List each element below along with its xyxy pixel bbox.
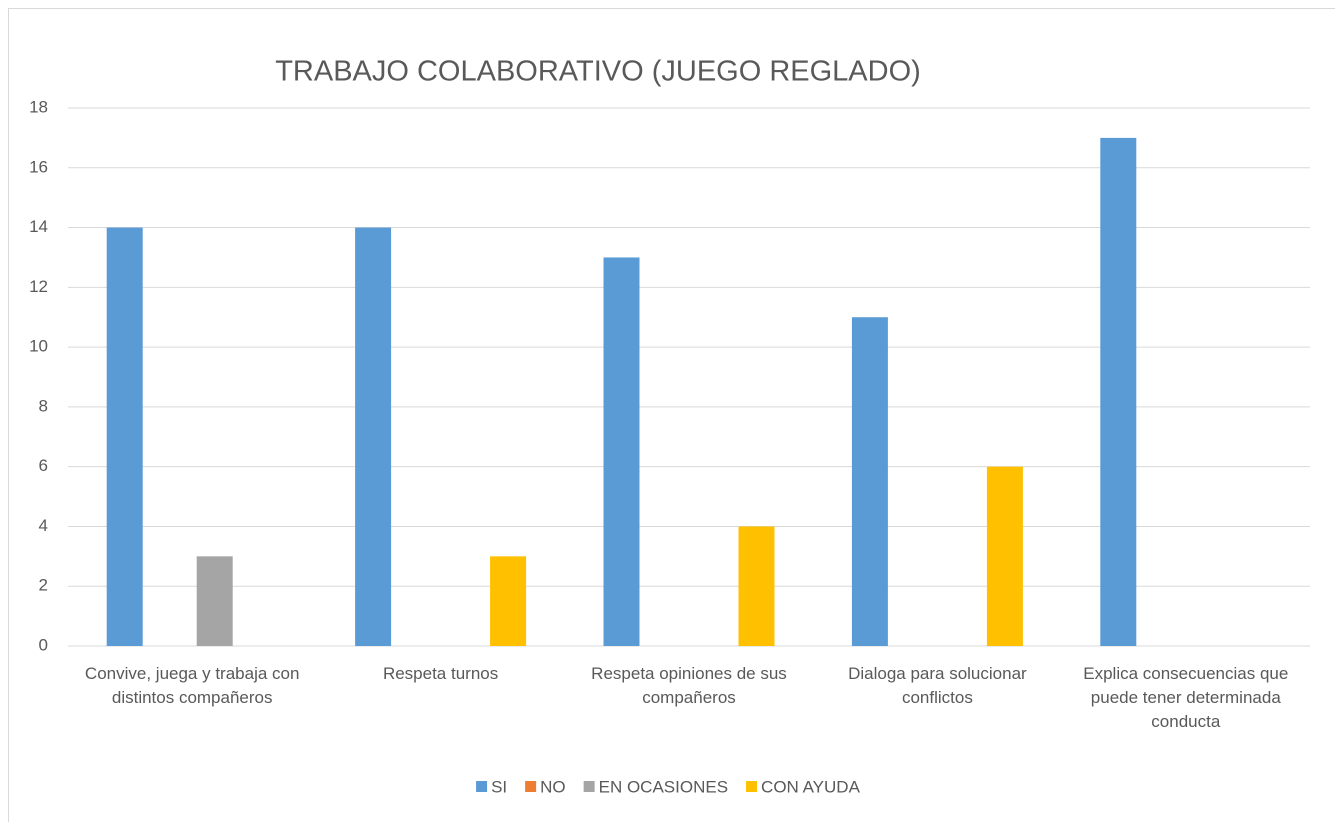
y-tick-label: 16 <box>29 157 48 176</box>
legend-swatch <box>746 781 758 792</box>
x-tick-label: Convive, juega y trabaja con distintos c… <box>84 664 300 707</box>
y-tick-label: 2 <box>39 576 48 595</box>
bar <box>851 317 888 646</box>
y-tick-label: 8 <box>39 396 48 415</box>
bar <box>738 526 775 646</box>
y-tick-label: 6 <box>39 456 48 475</box>
bar <box>355 227 392 647</box>
bar <box>196 556 233 646</box>
bar <box>1100 137 1137 646</box>
y-tick-label: 18 <box>29 97 48 116</box>
y-tick-label: 10 <box>29 337 48 356</box>
legend-label: SI <box>491 777 507 796</box>
y-tick-label: 14 <box>29 217 48 236</box>
legend-label: CON AYUDA <box>761 777 861 796</box>
x-tick-label: Dialoga para solucionar conflictos <box>848 664 1027 707</box>
x-tick-label: Respeta turnos <box>382 664 499 683</box>
y-tick-label: 12 <box>29 277 48 296</box>
legend-swatch <box>583 781 595 792</box>
legend-swatch <box>525 781 537 792</box>
bar <box>106 227 143 647</box>
bar <box>490 556 527 646</box>
y-tick-label: 4 <box>39 516 48 535</box>
bar <box>603 257 640 646</box>
y-tick-label: 0 <box>39 635 48 654</box>
legend-label: NO <box>540 777 566 796</box>
x-tick-label: Explica consecuencias que puede tener de… <box>1083 664 1289 731</box>
chart-title: TRABAJO COLABORATIVO (JUEGO REGLADO) <box>275 56 921 88</box>
legend-label: EN OCASIONES <box>599 777 728 796</box>
bar <box>986 466 1023 646</box>
x-tick-label: Respeta opiniones de sus compañeros <box>591 664 787 707</box>
legend-swatch <box>476 781 488 792</box>
